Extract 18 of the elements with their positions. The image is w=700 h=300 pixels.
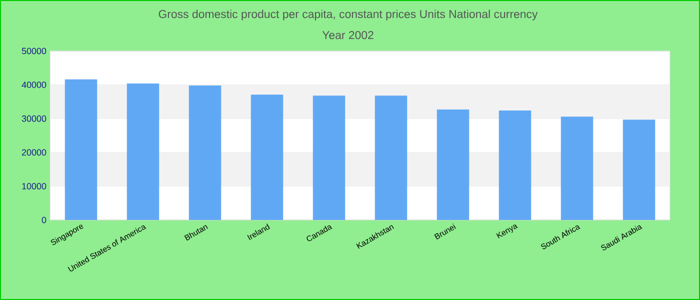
y-tick-label: 40000 <box>22 82 46 88</box>
y-tick-label: 10000 <box>22 183 46 190</box>
chart-subtitle: Year 2002 <box>322 31 374 40</box>
bar <box>312 96 346 220</box>
bar <box>498 110 532 220</box>
y-tick-label: 30000 <box>22 115 46 122</box>
bar <box>374 96 408 220</box>
bar <box>622 120 656 220</box>
bar <box>188 85 222 220</box>
bar <box>560 116 594 220</box>
bar <box>436 109 470 220</box>
bar <box>250 94 284 220</box>
y-tick-label: 50000 <box>22 48 46 54</box>
bar <box>64 79 98 220</box>
bar <box>126 83 160 220</box>
y-tick-label: 20000 <box>22 149 46 156</box>
y-tick-label: 0 <box>42 216 46 224</box>
chart-title: Gross domestic product per capita, constant prices Units National currency <box>158 10 538 20</box>
